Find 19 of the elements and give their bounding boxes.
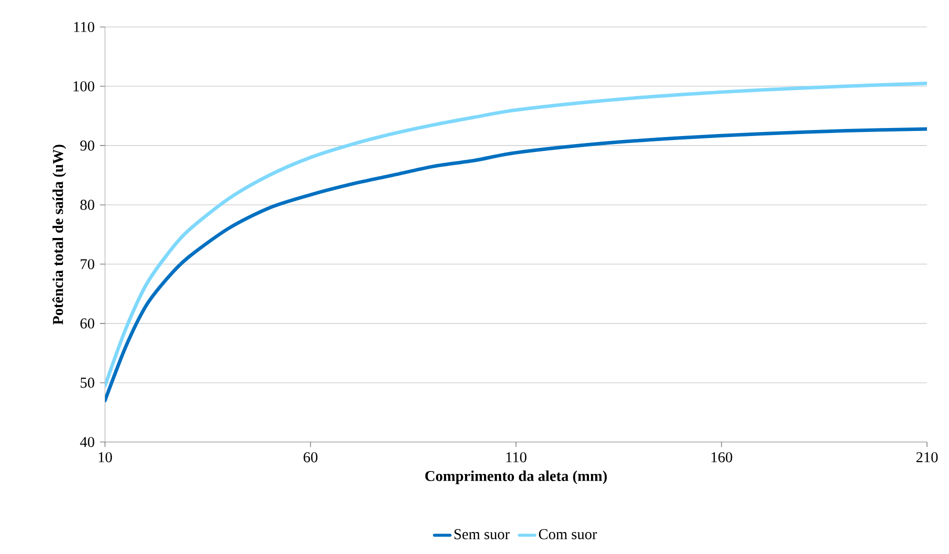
legend-label: Com suor (538, 529, 597, 540)
y-tick-label: 90 (80, 140, 94, 151)
x-tick-label: 160 (712, 452, 732, 462)
x-axis-title: Comprimento da aleta (mm) (425, 470, 607, 484)
line-series (105, 127, 928, 402)
x-tick-label: 210 (916, 452, 938, 462)
y-tick-label: 60 (80, 318, 94, 328)
y-tick-label: 70 (80, 259, 94, 270)
y-tick-label: 40 (80, 436, 94, 448)
y-axis-title: Potência total de saída (uW) (52, 144, 66, 325)
y-tick-label: 50 (80, 378, 94, 388)
line-series (105, 82, 928, 388)
x-tick-label: 10 (98, 452, 112, 462)
y-tick-label: 100 (74, 81, 94, 92)
legend-label: Sem suor (454, 529, 510, 540)
y-tick-label: 110 (74, 22, 94, 32)
x-tick-label: 60 (304, 452, 318, 462)
x-tick-label: 110 (506, 452, 526, 462)
y-tick-label: 80 (80, 200, 94, 210)
